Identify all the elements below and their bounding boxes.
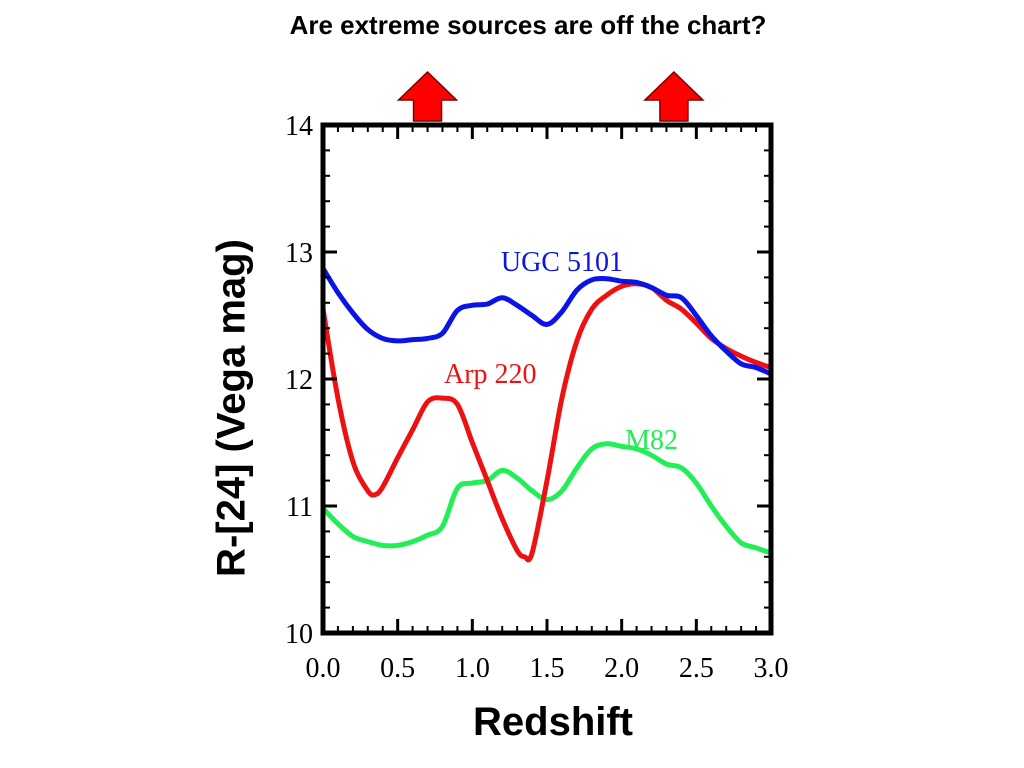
x-tick-label: 1.0 (455, 653, 490, 684)
x-axis-label: Redshift (473, 700, 633, 744)
x-tick-label: 1.5 (530, 653, 565, 684)
x-tick-label: 2.5 (679, 653, 714, 684)
series-label-m82: M82 (625, 425, 678, 456)
series-line-arp-220 (320, 281, 774, 563)
x-tick-label: 0.0 (306, 653, 341, 684)
y-tick-label: 11 (286, 492, 313, 523)
y-tick-label: 13 (285, 238, 313, 269)
plot-frame (320, 122, 774, 636)
x-tick-label: 0.5 (380, 653, 415, 684)
series-line-m82 (320, 441, 774, 556)
y-axis-label: R-[24] (Vega mag) (209, 239, 254, 577)
arrow-markers (396, 70, 705, 122)
up-arrow-icon (396, 70, 459, 122)
series-label-arp-220: Arp 220 (444, 359, 537, 390)
up-arrow-icon (643, 70, 705, 122)
y-tick-label: 10 (285, 619, 313, 650)
series-line-ugc-5101 (320, 266, 774, 377)
x-tick-label: 2.0 (604, 653, 639, 684)
series-labels: UGC 5101 Arp 220 M82 (444, 247, 678, 456)
y-tick-label: 12 (285, 365, 313, 396)
y-tick-label: 14 (285, 111, 313, 142)
x-tick-label: 3.0 (754, 653, 789, 684)
series-lines (320, 266, 774, 563)
series-label-ugc-5101: UGC 5101 (501, 247, 623, 278)
y-tick-labels: 10 11 12 13 14 (285, 111, 313, 650)
x-tick-labels: 0.0 0.5 1.0 1.5 2.0 2.5 3.0 (306, 653, 789, 684)
axis-ticks (321, 123, 773, 635)
chart-title: Are extreme sources are off the chart? (289, 10, 767, 40)
